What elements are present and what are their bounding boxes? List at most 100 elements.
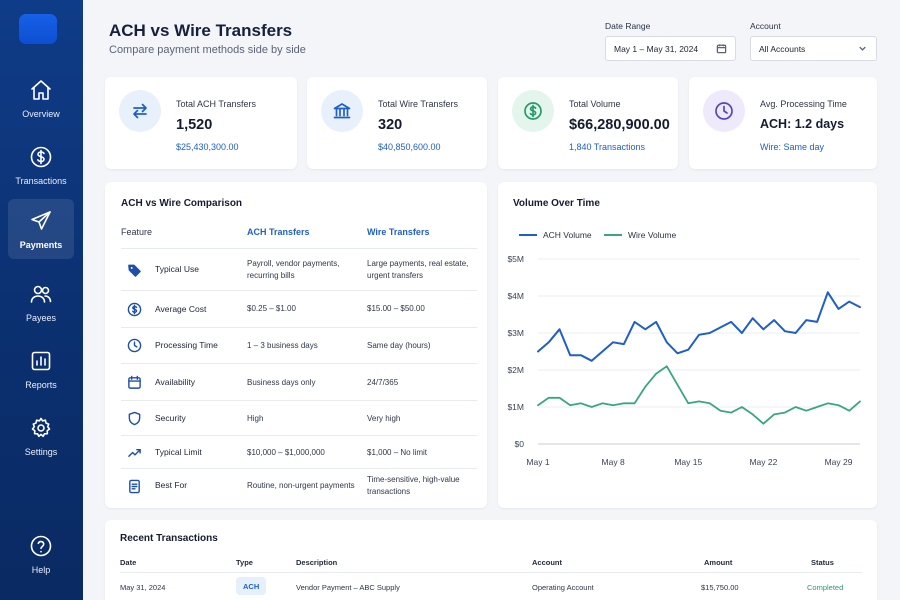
dollar-circle-icon — [524, 102, 542, 120]
tx-description: Vendor Payment – ABC Supply — [296, 583, 400, 592]
sidebar-item-settings[interactable]: Settings — [8, 406, 74, 466]
comparison-header-feature: Feature — [121, 227, 153, 237]
y-tick-label: $4M — [507, 291, 524, 301]
comparison-wire-value: Very high — [367, 414, 401, 423]
y-tick-label: $2M — [507, 365, 524, 375]
kpi-icon-processing — [703, 90, 745, 132]
comparison-header-ach: ACH Transfers — [247, 227, 310, 237]
sidebar-item-overview[interactable]: Overview — [8, 68, 74, 128]
kpi-label: Avg. Processing Time — [760, 99, 847, 109]
legend-label: Wire Volume — [628, 230, 677, 240]
comparison-feature: Security — [155, 413, 186, 423]
kpi-card-wire: Total Wire Transfers 320 $40,850,600.00 — [307, 77, 487, 169]
kpi-icon-ach — [119, 90, 161, 132]
comparison-wire-value: Same day (hours) — [367, 341, 431, 350]
kpi-label: Total Wire Transfers — [378, 99, 459, 109]
comparison-ach-value: Routine, non-urgent payments — [247, 481, 355, 490]
volume-chart-card: Volume Over Time ACH Volume Wire Volume … — [498, 182, 877, 508]
sidebar: Overview Transactions Payments Payees Re… — [0, 0, 83, 600]
page-title: ACH vs Wire Transfers — [109, 21, 293, 40]
tx-type-badge: ACH — [236, 577, 267, 595]
shield-icon — [125, 409, 143, 427]
sidebar-item-label: Reports — [25, 380, 57, 390]
date-range-label: Date Range — [605, 21, 651, 31]
kpi-value: $66,280,900.00 — [569, 117, 670, 133]
x-tick-label: May 8 — [602, 457, 625, 467]
gear-icon — [31, 417, 51, 438]
sidebar-item-reports[interactable]: Reports — [8, 339, 74, 399]
tx-status: Completed — [807, 583, 844, 592]
kpi-sub: 1,840 Transactions — [569, 142, 646, 152]
legend-item-wire[interactable]: Wire Volume — [604, 230, 676, 240]
sidebar-item-label: Settings — [24, 447, 58, 457]
kpi-value: ACH: 1.2 days — [760, 117, 845, 131]
comparison-ach-value: High — [247, 414, 264, 423]
tx-header-description: Description — [296, 558, 338, 567]
date-range-picker[interactable]: May 1 – May 31, 2024 — [605, 36, 736, 61]
tx-header-date: Date — [120, 558, 137, 567]
tx-header-status: Status — [811, 558, 834, 567]
comparison-wire-value: $15.00 – $50.00 — [367, 304, 425, 313]
page-subtitle: Compare payment methods side by side — [109, 44, 306, 56]
sidebar-item-label: Overview — [22, 109, 60, 119]
tx-divider — [120, 572, 862, 573]
comparison-row-typical-limit: Typical Limit $10,000 – $1,000,000 $1,00… — [121, 435, 477, 468]
sidebar-item-label: Help — [31, 565, 51, 575]
comparison-wire-value: 24/7/365 — [367, 378, 399, 387]
help-circle-icon — [30, 535, 52, 557]
x-tick-label: May 15 — [674, 457, 702, 467]
kpi-sub: $25,430,300.00 — [176, 142, 239, 152]
calendar-icon — [125, 373, 143, 391]
comparison-row-processing-time: Processing Time 1 – 3 business days Same… — [121, 327, 477, 363]
tag-icon — [125, 261, 143, 279]
comparison-ach-value: $0.25 – $1.00 — [247, 304, 296, 313]
legend-item-ach[interactable]: ACH Volume — [519, 230, 592, 240]
date-range-value: May 1 – May 31, 2024 — [614, 43, 699, 54]
swap-arrows-icon — [133, 103, 147, 119]
sidebar-item-help[interactable]: Help — [8, 524, 74, 584]
x-tick-label: May 1 — [526, 457, 549, 467]
sidebar-item-payments[interactable]: Payments — [8, 199, 74, 259]
comparison-feature: Average Cost — [155, 304, 207, 314]
comparison-row-typical-use: Typical Use Payroll, vendor payments, re… — [121, 248, 477, 290]
sidebar-item-label: Transactions — [15, 176, 67, 186]
comparison-feature: Availability — [155, 377, 196, 387]
comparison-wire-value: Time-sensitive, high-value transactions — [367, 475, 460, 496]
sidebar-item-transactions[interactable]: Transactions — [8, 135, 74, 195]
chevron-down-icon — [859, 46, 866, 51]
tx-header-amount: Amount — [704, 558, 733, 567]
comparison-ach-value: Business days only — [247, 378, 316, 387]
kpi-card-volume: Total Volume $66,280,900.00 1,840 Transa… — [498, 77, 678, 169]
clock-icon — [715, 102, 733, 120]
comparison-row-security: Security High Very high — [121, 400, 477, 435]
document-icon — [125, 477, 143, 495]
legend-swatch — [604, 234, 622, 236]
tx-date: May 31, 2024 — [120, 583, 166, 592]
app-logo[interactable] — [19, 14, 57, 44]
kpi-label: Total Volume — [569, 99, 621, 109]
tx-header-type: Type — [236, 558, 253, 567]
transactions-title: Recent Transactions — [120, 533, 218, 544]
legend-swatch — [519, 234, 537, 236]
bar-chart-icon — [31, 351, 51, 371]
y-tick-label: $0 — [515, 439, 525, 449]
comparison-wire-value: Large payments, real estate, urgent tran… — [367, 259, 469, 280]
tx-header-account: Account — [532, 558, 562, 567]
comparison-ach-value: 1 – 3 business days — [247, 341, 318, 350]
kpi-card-processing: Avg. Processing Time ACH: 1.2 days Wire:… — [689, 77, 877, 169]
comparison-wire-value: $1,000 – No limit — [367, 448, 428, 457]
kpi-icon-wire — [321, 90, 363, 132]
sidebar-item-payees[interactable]: Payees — [8, 272, 74, 332]
comparison-row-best-for: Best For Routine, non-urgent payments Ti… — [121, 468, 477, 506]
comparison-title: ACH vs Wire Comparison — [121, 198, 243, 209]
y-tick-label: $3M — [507, 328, 524, 338]
account-select[interactable]: All Accounts — [750, 36, 877, 61]
kpi-sub: $40,850,600.00 — [378, 142, 441, 152]
dollar-circle-icon — [30, 146, 52, 168]
comparison-ach-value: Payroll, vendor payments, recurring bill… — [247, 259, 340, 280]
volume-line-chart: $0 $1M $2M $3M $4M $5M May 1 May 8 May 15 May 22 M… — [507, 254, 861, 467]
sidebar-item-label: Payees — [25, 313, 57, 323]
kpi-sub: Wire: Same day — [760, 142, 825, 152]
paper-plane-icon — [31, 211, 51, 230]
comparison-row-availability: Availability Business days only 24/7/365 — [121, 363, 477, 400]
